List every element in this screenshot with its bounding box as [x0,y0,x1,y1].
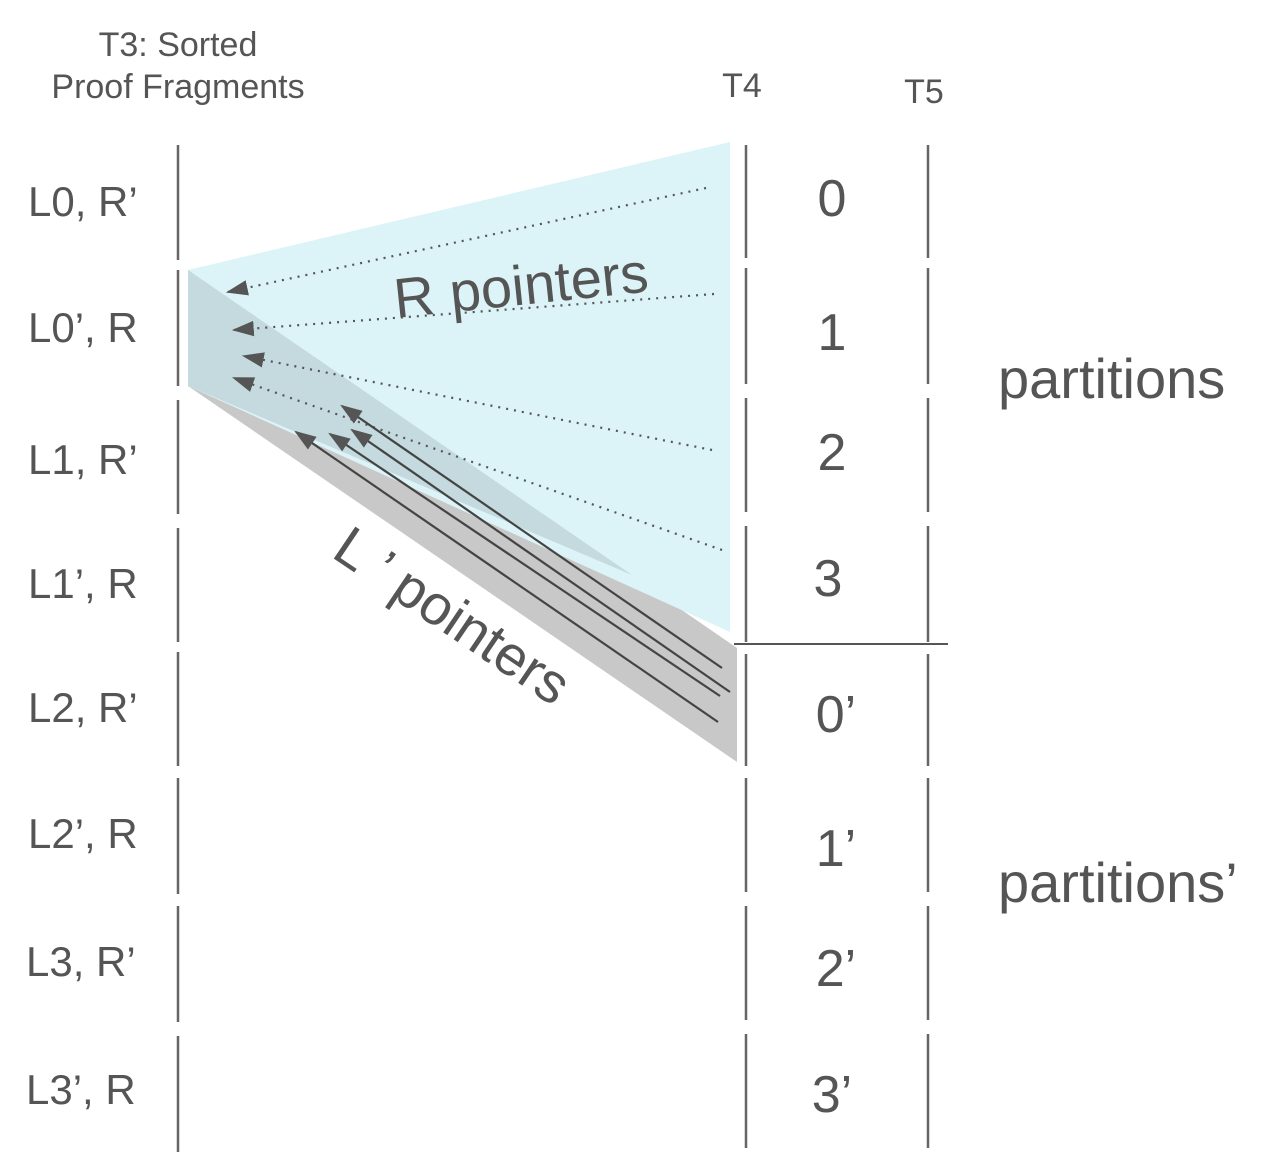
t3-header-line1: T3: Sorted [99,26,258,64]
t5-header: T5 [904,73,944,111]
partition-id: 3 [814,550,843,608]
r-pointer-arrows [225,186,723,552]
partitions-label: partitions [998,347,1225,410]
partition-id: 3’ [812,1066,852,1124]
partition-id: 1’ [816,820,856,878]
row-label: L3’, R [26,1066,136,1113]
partitions-prime-label: partitions’ [998,851,1238,914]
overlap-region [188,270,632,575]
partition-id: 0’ [816,686,856,744]
t3-row-labels: L0, R’ L0’, R L1, R’ L1’, R L2, R’ L2’, … [26,178,138,1113]
row-label: L1’, R [28,560,138,607]
row-label: L0’, R [28,304,138,351]
partition-id: 2 [818,424,847,482]
partition-id: 0 [818,170,847,228]
t4-header: T4 [722,67,762,105]
row-label: L3, R’ [26,938,136,985]
partition-id: 2’ [816,940,856,998]
row-label: L2, R’ [28,684,138,731]
t4-partition-ids: 0 1 2 3 0’ 1’ 2’ 3’ [812,170,856,1124]
r-pointers-region [188,142,730,632]
partition-id: 1 [818,304,847,362]
row-label: L2’, R [28,810,138,857]
row-label: L1, R’ [28,436,138,483]
row-label: L0, R’ [28,178,138,225]
t3-header-line2: Proof Fragments [51,68,304,106]
l-pointer-arrows [294,404,731,723]
